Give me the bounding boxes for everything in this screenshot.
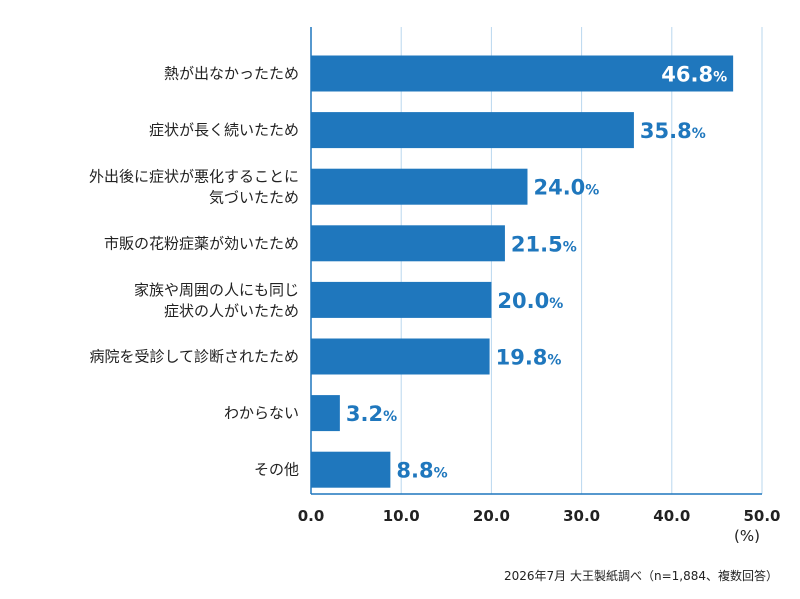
x-tick-label: 10.0	[383, 507, 420, 525]
bar	[311, 168, 528, 205]
footnote: 2026年7月 大王製紙調べ（n=1,884、複数回答）	[503, 569, 778, 583]
bar	[311, 55, 734, 92]
x-tick-label: 40.0	[653, 507, 690, 525]
x-axis-unit: (%)	[734, 527, 760, 545]
bar	[311, 281, 492, 318]
category-label: 症状が長く続いたため	[149, 121, 299, 139]
category-labels: 熱が出なかったため症状が長く続いたため外出後に症状が悪化することに気づいたため市…	[89, 65, 299, 479]
category-label: 熱が出なかったため	[164, 65, 299, 83]
bar-chart: 熱が出なかったため症状が長く続いたため外出後に症状が悪化することに気づいたため市…	[89, 27, 781, 545]
x-tick-label: 30.0	[563, 507, 600, 525]
value-label: 24.0%	[533, 176, 599, 200]
value-label: 46.8%	[661, 63, 727, 87]
category-label: その他	[254, 461, 299, 479]
bar	[311, 225, 505, 262]
value-label: 35.8%	[640, 119, 706, 143]
bars	[311, 55, 734, 488]
value-label: 3.2%	[346, 402, 397, 426]
category-label: 病院を受診して診断されたため	[89, 348, 299, 366]
category-label: 市販の花粉症薬が効いたため	[104, 234, 299, 252]
x-tick-labels: 0.0 10.0 20.0 30.0 40.0 50.0	[298, 507, 781, 525]
bar	[311, 451, 391, 488]
axes	[310, 27, 762, 495]
category-label: 外出後に症状が悪化することに気づいたため	[89, 168, 299, 207]
value-labels: 46.8% 35.8% 24.0% 21.5% 20.0% 19.8% 3.2% 8.8%	[346, 63, 727, 483]
category-label: わからない	[224, 404, 299, 422]
category-label: 家族や周囲の人にも同じ症状の人がいたため	[134, 281, 299, 320]
bar	[311, 112, 634, 149]
x-tick-label: 20.0	[473, 507, 510, 525]
bar	[311, 395, 340, 432]
value-label: 20.0%	[497, 289, 563, 313]
grid-lines	[400, 27, 763, 494]
x-tick-label: 50.0	[743, 507, 780, 525]
value-label: 21.5%	[511, 232, 577, 256]
value-label: 19.8%	[496, 346, 562, 370]
bar	[311, 338, 490, 375]
value-label: 8.8%	[396, 459, 447, 483]
x-tick-label: 0.0	[298, 507, 325, 525]
